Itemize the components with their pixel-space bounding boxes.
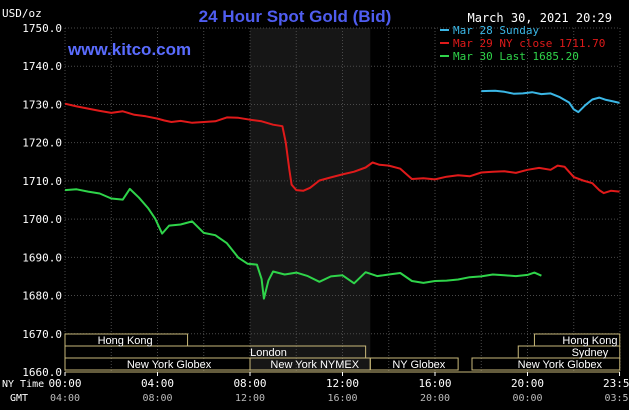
y-tick-label: 1700.0 — [22, 213, 62, 226]
x-tick-label-gmt: 12:00 — [235, 393, 265, 404]
x-tick-label-ny: 23:59 — [603, 377, 629, 390]
session-label-hong-kong: Hong Kong — [98, 335, 153, 347]
x-tick-label-gmt: 20:00 — [420, 393, 450, 404]
session-box-new-york-globex — [471, 357, 621, 371]
ny-time-label: NY Time — [2, 379, 44, 390]
y-tick-label: 1720.0 — [22, 137, 62, 150]
legend-label-mar-28-sunday: Mar 28 Sunday — [453, 24, 539, 37]
grid — [64, 27, 621, 373]
series-line-mar-28-sunday — [481, 89, 620, 114]
x-tick-label-gmt: 16:00 — [327, 393, 357, 404]
gmt-label: GMT — [10, 393, 28, 404]
y-tick-label: 1710.0 — [22, 175, 62, 188]
x-axis-ticks: 00:00 04:00 08:00 12:00 16:00 20:00 23:59 04:00… — [48, 371, 629, 404]
chart-title: 24 Hour Spot Gold (Bid) — [199, 7, 392, 26]
x-tick-label-ny: 08:00 — [233, 377, 266, 390]
y-tick-label: 1670.0 — [22, 328, 62, 341]
session-label-ny-globex: NY Globex — [392, 359, 445, 371]
x-tick-label-ny: 12:00 — [326, 377, 359, 390]
x-tick-label-ny: 04:00 — [141, 377, 174, 390]
session-box-ny-globex — [369, 357, 459, 371]
nymex-highlight — [250, 28, 371, 372]
x-tick-label-gmt: 08:00 — [142, 393, 172, 404]
session-label-sydney: Sydney — [572, 347, 609, 359]
session-label-new-york-nymex: New York NYMEX — [270, 359, 359, 371]
x-tick-label-ny: 00:00 — [48, 377, 81, 390]
series-line-mar-30-last-1685-20 — [64, 187, 542, 300]
y-tick-label: 1730.0 — [22, 98, 62, 111]
legend-label-mar-29-ny-close-1711-70: Mar 29 NY close 1711.70 — [453, 37, 605, 50]
series-layer — [64, 89, 620, 300]
legend-label-mar-30-last-1685-20: Mar 30 Last 1685.20 — [453, 50, 579, 63]
series-line-mar-29-ny-close-1711-70 — [64, 102, 620, 195]
x-tick-label-ny: 20:00 — [511, 377, 544, 390]
y-tick-label: 1680.0 — [22, 290, 62, 303]
y-tick-label: 1690.0 — [22, 251, 62, 264]
y-tick-label: 1740.0 — [22, 60, 62, 73]
x-tick-label-gmt: 00:00 — [512, 393, 542, 404]
session-label-new-york-globex: New York Globex — [127, 359, 212, 371]
session-label-new-york-globex: New York Globex — [518, 359, 603, 371]
y-axis-ticks: 1750.0 1740.0 1730.0 1720.0 1710.0 1700.0 1690… — [22, 22, 62, 379]
session-label-london: London — [250, 347, 287, 359]
x-tick-label-ny: 16:00 — [418, 377, 451, 390]
session-label-hong-kong: Hong Kong — [562, 335, 617, 347]
x-tick-label-gmt: 03:59 — [604, 393, 629, 404]
highlight-band — [250, 28, 371, 372]
y-tick-label: 1750.0 — [22, 22, 62, 35]
x-tick-label-gmt: 04:00 — [50, 393, 80, 404]
y-axis-unit: USD/oz — [2, 7, 42, 20]
watermark: www.kitco.com — [67, 40, 191, 59]
y-tick-label: 1660.0 — [22, 366, 62, 379]
header-date: March 30, 2021 20:29 — [468, 11, 613, 25]
